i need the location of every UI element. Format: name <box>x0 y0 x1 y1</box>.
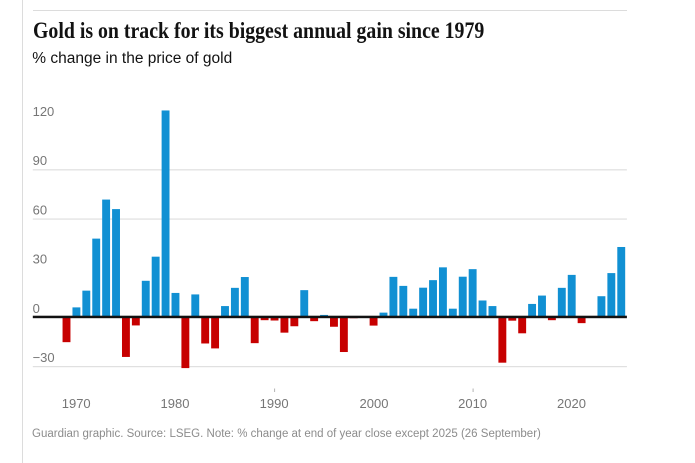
svg-text:1980: 1980 <box>161 396 190 411</box>
svg-text:2020: 2020 <box>557 396 586 411</box>
svg-text:120: 120 <box>33 104 55 119</box>
svg-text:1970: 1970 <box>62 396 91 411</box>
svg-text:30: 30 <box>33 252 47 267</box>
svg-text:2000: 2000 <box>360 396 389 411</box>
svg-text:−30: −30 <box>33 350 55 365</box>
svg-text:0: 0 <box>33 301 40 316</box>
svg-text:1990: 1990 <box>260 396 289 411</box>
svg-text:2010: 2010 <box>458 396 487 411</box>
svg-text:60: 60 <box>33 202 47 217</box>
svg-text:90: 90 <box>33 153 47 168</box>
